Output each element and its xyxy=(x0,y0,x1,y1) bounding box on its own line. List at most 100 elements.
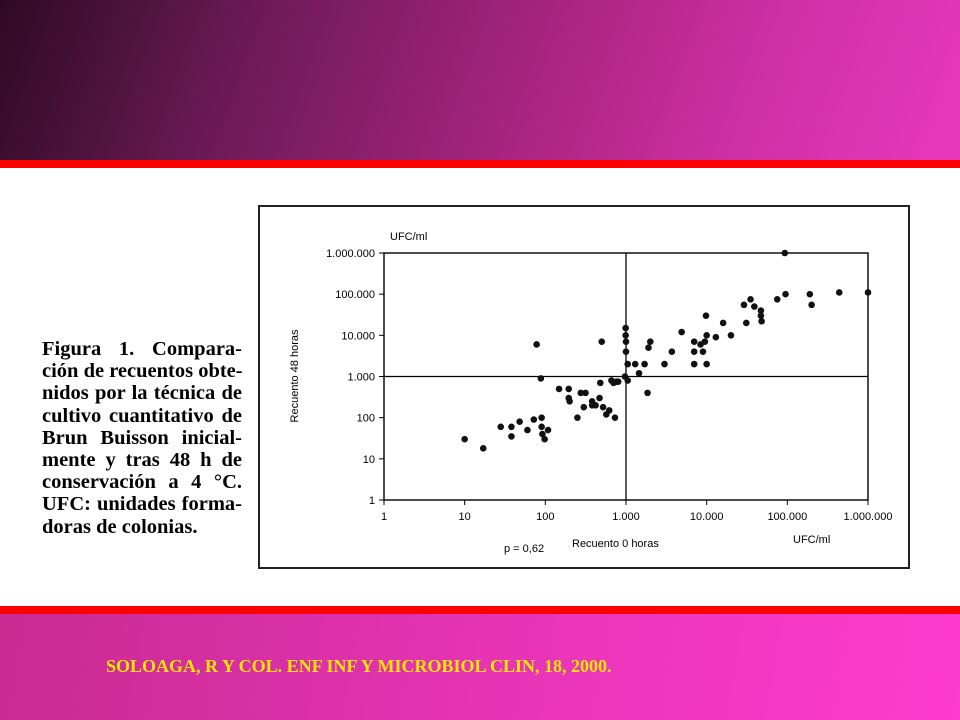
data-point xyxy=(577,389,585,397)
data-point xyxy=(703,332,710,339)
x-axis-label: Recuento 0 horas xyxy=(572,538,659,550)
data-point xyxy=(533,341,540,348)
x-tick-label: 1 xyxy=(381,511,387,523)
data-point xyxy=(743,319,750,327)
y-tick-label: 100 xyxy=(357,413,375,425)
data-point xyxy=(641,360,648,368)
data-point xyxy=(661,360,668,368)
data-point xyxy=(622,338,630,346)
data-point xyxy=(582,389,589,397)
data-point xyxy=(645,344,652,352)
data-point xyxy=(508,433,515,440)
caption-line: Brun Buisson inicial- xyxy=(42,426,242,449)
data-point xyxy=(751,303,758,310)
data-point xyxy=(538,423,545,431)
data-point xyxy=(566,397,573,405)
data-point xyxy=(740,301,748,309)
caption-line: UFC: unidades forma- xyxy=(42,493,242,516)
data-point xyxy=(605,407,613,414)
data-point xyxy=(773,296,781,303)
data-point xyxy=(690,338,698,346)
data-point xyxy=(646,338,654,346)
top-divider xyxy=(0,160,960,168)
data-point xyxy=(781,249,789,257)
data-point xyxy=(530,416,538,423)
y-tick-label: 1.000 xyxy=(347,372,375,384)
y-tick-label: 1 xyxy=(369,495,375,507)
data-point xyxy=(516,418,523,425)
data-point xyxy=(622,332,629,339)
data-point xyxy=(508,423,515,431)
top-banner xyxy=(0,0,960,160)
caption-line: ción de recuentos obte- xyxy=(42,360,243,383)
caption-line: cultivo cuantitativo de xyxy=(42,404,242,427)
data-point xyxy=(635,369,643,377)
data-point xyxy=(622,348,630,356)
data-point xyxy=(690,348,698,356)
data-point xyxy=(538,414,545,421)
caption-line: conservación a 4 °C. xyxy=(42,471,242,494)
data-point xyxy=(703,360,710,368)
data-point xyxy=(644,389,651,397)
data-point xyxy=(614,378,622,385)
y-tick-label: 10.000 xyxy=(341,330,375,342)
x-tick-label: 100 xyxy=(536,511,554,523)
data-point xyxy=(622,324,629,332)
data-point xyxy=(699,348,707,356)
x-tick-label: 10 xyxy=(459,511,471,523)
data-point xyxy=(624,377,632,384)
data-point xyxy=(524,426,531,434)
data-point xyxy=(727,332,735,339)
data-point xyxy=(719,319,727,327)
y-axis-label: Recuento 48 horas xyxy=(289,329,301,422)
caption-line: mente y tras 48 h de xyxy=(42,449,242,472)
data-point xyxy=(808,301,815,309)
data-point xyxy=(611,414,619,421)
y-tick-label: 100.000 xyxy=(335,289,375,301)
data-point xyxy=(758,317,765,325)
p-value-annotation: p = 0,62 xyxy=(504,543,544,555)
data-point xyxy=(712,333,720,341)
data-point xyxy=(555,385,563,393)
data-point xyxy=(580,403,588,411)
data-point xyxy=(599,403,607,411)
data-point xyxy=(574,414,581,421)
data-point xyxy=(757,307,765,314)
data-point xyxy=(539,430,546,438)
data-point xyxy=(592,401,599,409)
data-point xyxy=(747,296,754,303)
y-tick-label: 1.000.000 xyxy=(326,248,375,260)
y-unit-label: UFC/ml xyxy=(390,231,427,243)
data-point xyxy=(461,435,468,443)
data-point xyxy=(624,360,632,368)
data-point xyxy=(596,379,604,387)
scatter-chart-frame: 1 10 100 1.000 10.000 100.000 1.000.000 1 10 100 1… xyxy=(258,205,910,569)
data-point xyxy=(596,394,603,402)
data-point xyxy=(544,426,552,434)
bottom-divider xyxy=(0,606,960,614)
y-tick-label: 10 xyxy=(363,454,375,466)
data-point xyxy=(690,360,698,368)
data-point xyxy=(497,423,505,431)
x-unit-label: UFC/ml xyxy=(793,534,830,546)
caption-line: doras de colonias. xyxy=(42,515,198,538)
data-point xyxy=(668,348,676,356)
data-point xyxy=(565,385,573,393)
data-point xyxy=(782,290,789,298)
data-point xyxy=(678,328,685,336)
scatter-chart: 1 10 100 1.000 10.000 100.000 1.000.000 1 10 100 1… xyxy=(289,231,892,555)
x-tick-label: 1.000 xyxy=(612,511,640,523)
data-point xyxy=(806,290,814,298)
x-tick-label: 100.000 xyxy=(767,511,807,523)
data-point xyxy=(702,312,710,319)
data-point xyxy=(541,435,548,443)
bottom-banner xyxy=(0,614,960,720)
caption-line: Figura 1. Compara- xyxy=(42,338,242,360)
citation: SOLOAGA, R Y COL. ENF INF Y MICROBIOL CL… xyxy=(106,656,612,676)
figure-caption: Figura 1. Compara- ción de recuentos obt… xyxy=(42,338,243,538)
data-point xyxy=(631,360,639,368)
data-point xyxy=(537,375,545,382)
data-point xyxy=(835,289,843,296)
caption-line: nidos por la técnica de xyxy=(42,382,242,405)
data-point xyxy=(701,338,709,346)
